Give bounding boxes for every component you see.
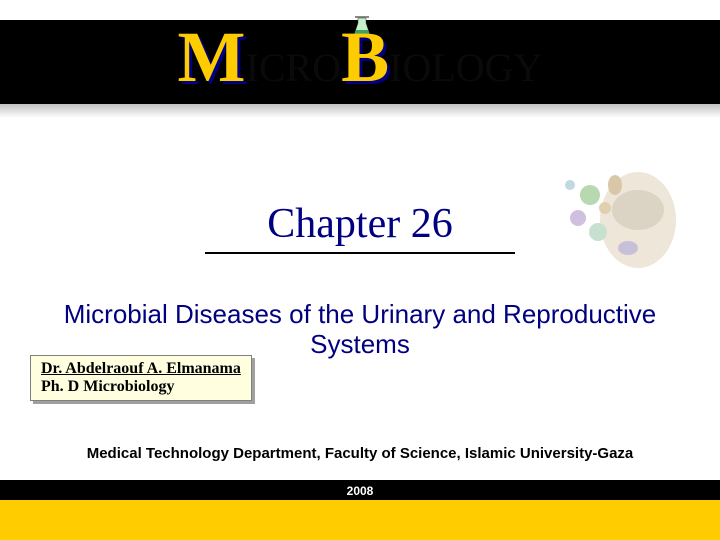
microbe-illustration [550, 150, 680, 280]
title-b: B [341, 17, 389, 97]
department-line: Medical Technology Department, Faculty o… [0, 445, 720, 462]
gradient-divider [0, 104, 720, 118]
title-iology: IOLOGY [389, 44, 542, 91]
title-m: M [178, 17, 246, 97]
page-title: MMICROBBIOLOGY [0, 16, 720, 99]
chapter-subtitle: Microbial Diseases of the Urinary and Re… [0, 300, 720, 360]
author-name: Dr. Abdelraouf A. Elmanama [41, 360, 241, 378]
author-credential: Ph. D Microbiology [41, 378, 241, 396]
author-box: Dr. Abdelraouf A. Elmanama Ph. D Microbi… [30, 355, 252, 401]
footer-year: 2008 [0, 484, 720, 498]
title-icro: ICRO [246, 44, 342, 91]
chapter-heading: Chapter 26 [205, 200, 515, 254]
